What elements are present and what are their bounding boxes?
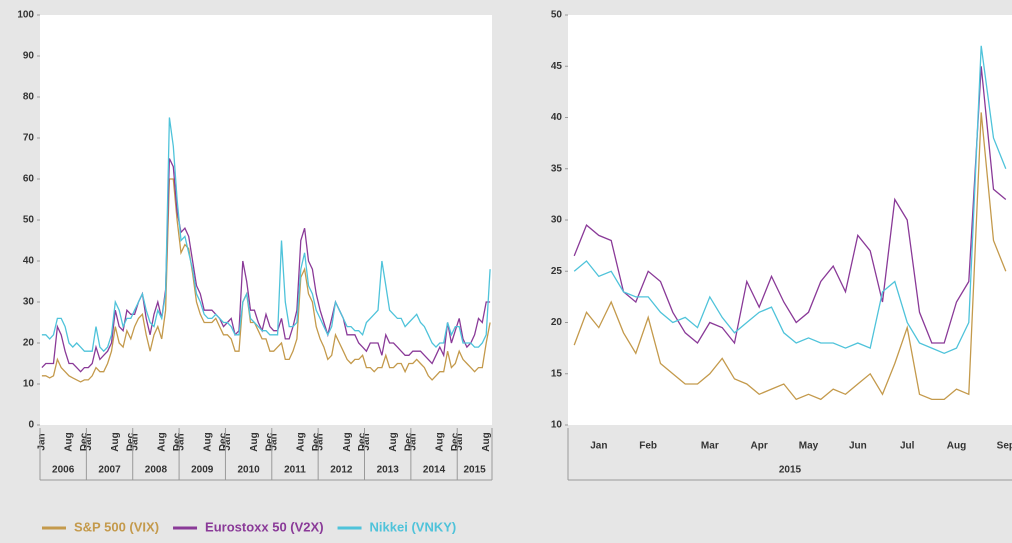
- y-tick-label: 40: [551, 112, 563, 123]
- x-tick-label: Dec: [450, 432, 461, 451]
- x-tick-label: Aug: [481, 432, 492, 451]
- year-label: 2012: [330, 465, 353, 476]
- x-tick-label: Jan: [37, 433, 48, 450]
- x-tick-label: Jan: [83, 433, 94, 450]
- x-tick-label: Aug: [295, 432, 306, 451]
- x-tick-label: Dec: [311, 432, 322, 451]
- y-tick-label: 50: [551, 10, 563, 21]
- x-tick-label: Feb: [639, 441, 657, 452]
- y-tick-label: 20: [551, 317, 563, 328]
- x-tick-label: Jan: [222, 433, 233, 450]
- x-tick-label: Dec: [79, 432, 90, 451]
- x-tick-label: Jan: [268, 433, 279, 450]
- x-tick-label: Jul: [900, 441, 915, 452]
- x-tick-label: Aug: [203, 432, 214, 451]
- x-tick-label: Aug: [342, 432, 353, 451]
- y-tick-label: 60: [23, 174, 35, 185]
- y-tick-label: 100: [17, 10, 34, 21]
- year-label: 2013: [377, 465, 400, 476]
- legend-label: Nikkei (VNKY): [370, 519, 457, 534]
- x-tick-label: Jan: [129, 433, 140, 450]
- y-tick-label: 50: [23, 215, 35, 226]
- x-tick-label: Aug: [156, 432, 167, 451]
- y-tick-label: 40: [23, 256, 35, 267]
- y-tick-label: 10: [551, 420, 563, 431]
- x-tick-label: Dec: [404, 432, 415, 451]
- x-tick-label: Dec: [357, 432, 368, 451]
- x-tick-label: Sep: [997, 441, 1012, 452]
- series-line: [573, 112, 1007, 401]
- series-line: [573, 66, 1007, 345]
- x-tick-label: Jan: [407, 433, 418, 450]
- year-label: 2015: [779, 465, 802, 476]
- y-tick-label: 70: [23, 133, 35, 144]
- x-tick-label: Dec: [265, 432, 276, 451]
- x-tick-label: Aug: [110, 432, 121, 451]
- year-label: 2015: [463, 465, 486, 476]
- year-label: 2007: [98, 465, 121, 476]
- x-tick-label: Jan: [454, 433, 465, 450]
- series-line: [41, 178, 491, 383]
- y-tick-label: 45: [551, 61, 563, 72]
- series-line: [41, 117, 491, 353]
- series-line: [573, 45, 1007, 355]
- year-label: 2009: [191, 465, 214, 476]
- year-label: 2006: [52, 465, 75, 476]
- year-label: 2011: [284, 465, 306, 476]
- x-tick-label: Aug: [64, 432, 75, 451]
- x-tick-label: Dec: [172, 432, 183, 451]
- legend-label: S&P 500 (VIX): [74, 519, 159, 534]
- x-tick-label: Jun: [849, 441, 867, 452]
- x-tick-label: Aug: [947, 441, 966, 452]
- y-tick-label: 35: [551, 163, 563, 174]
- x-tick-label: Jan: [361, 433, 372, 450]
- x-tick-label: Aug: [388, 432, 399, 451]
- x-tick-label: Jan: [315, 433, 326, 450]
- y-tick-label: 0: [28, 420, 34, 431]
- y-tick-label: 15: [551, 368, 563, 379]
- x-tick-label: Aug: [249, 432, 260, 451]
- legend-label: Eurostoxx 50 (V2X): [205, 519, 324, 534]
- year-label: 2010: [237, 465, 260, 476]
- x-tick-label: Dec: [125, 432, 136, 451]
- x-tick-label: Jan: [590, 441, 607, 452]
- y-tick-label: 20: [23, 338, 35, 349]
- y-tick-label: 25: [551, 266, 563, 277]
- y-tick-label: 80: [23, 92, 35, 103]
- x-tick-label: May: [799, 441, 819, 452]
- y-tick-label: 90: [23, 51, 35, 62]
- y-tick-label: 30: [551, 215, 563, 226]
- x-tick-label: Mar: [701, 441, 719, 452]
- y-tick-label: 10: [23, 379, 35, 390]
- x-tick-label: Aug: [434, 432, 445, 451]
- x-tick-label: Jan: [176, 433, 187, 450]
- plot-area: [568, 15, 1012, 425]
- x-tick-label: Apr: [751, 441, 768, 452]
- year-label: 2014: [423, 465, 446, 476]
- plot-area: [40, 15, 492, 425]
- x-tick-label: Dec: [218, 432, 229, 451]
- y-tick-label: 30: [23, 297, 35, 308]
- year-label: 2008: [145, 465, 168, 476]
- series-line: [41, 158, 491, 373]
